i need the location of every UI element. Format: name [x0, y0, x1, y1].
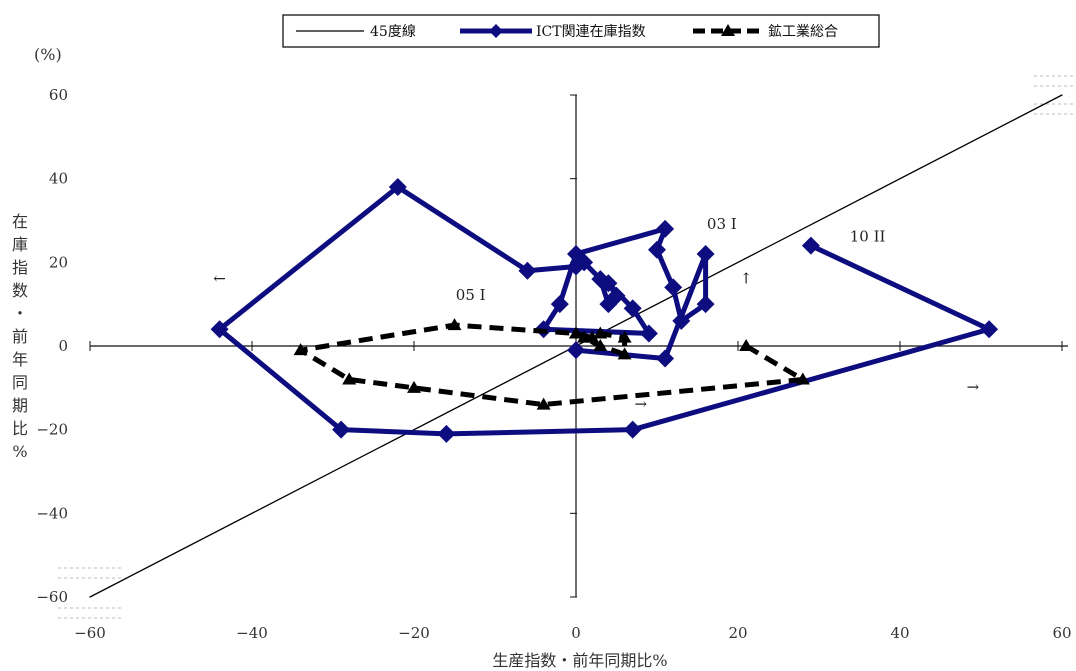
y-tick-label: −40 — [36, 504, 68, 522]
data-point-diamond — [518, 261, 537, 280]
y-tick-label: 40 — [49, 170, 68, 188]
y-axis-title-char: 前 — [12, 327, 28, 346]
data-point-triangle — [407, 380, 421, 393]
data-point-diamond — [664, 278, 683, 297]
legend-diamond-marker — [489, 24, 503, 38]
data-point-triangle — [536, 397, 551, 410]
data-point-triangle — [739, 339, 754, 351]
data-point-diamond — [388, 178, 407, 197]
data-point-diamond — [607, 286, 626, 305]
data-point-diamond — [639, 324, 658, 343]
x-tick-label: −60 — [74, 624, 106, 642]
data-point-diamond — [599, 274, 618, 293]
y-axis-title-char: 同 — [12, 373, 28, 392]
x-axis-title: 生産指数・前年同期比% — [492, 651, 667, 670]
y-axis-title-char: ・ — [12, 304, 28, 323]
data-point-diamond — [623, 420, 642, 439]
x-tick-label: 40 — [890, 624, 909, 642]
legend: 45度線 ICT関連在庫指数 鉱工業総合 — [282, 14, 880, 48]
data-point-diamond — [672, 311, 691, 330]
data-point-diamond — [567, 244, 585, 263]
data-point-diamond — [801, 236, 820, 255]
legend-item-mining: 鉱工業総合 — [693, 23, 838, 40]
legend-item-45deg: 45度線 — [296, 24, 416, 40]
annotation-label: 05 I — [456, 286, 486, 304]
x-tick-label: 60 — [1052, 624, 1071, 642]
data-point-diamond — [980, 320, 999, 339]
corner-marks — [58, 75, 1076, 619]
annotation-label: → — [967, 378, 980, 396]
y-axis-unit: (%) — [34, 45, 62, 64]
data-point-diamond — [656, 219, 675, 238]
data-point-diamond — [696, 295, 715, 314]
y-tick-label: 60 — [49, 86, 68, 104]
y-tick-label: 20 — [49, 253, 68, 271]
data-point-diamond — [437, 424, 456, 443]
annotation-label: ← — [213, 269, 226, 287]
y-axis-title-char: 期 — [12, 396, 28, 415]
data-point-diamond — [696, 244, 715, 263]
legend-label-45deg: 45度線 — [370, 24, 416, 40]
data-point-triangle — [569, 326, 583, 339]
data-point-triangle — [293, 343, 308, 356]
legend-label-ict: ICT関連在庫指数 — [536, 23, 646, 40]
data-point-triangle — [577, 330, 592, 343]
series-1 — [210, 178, 999, 443]
y-tick-label: −60 — [36, 588, 68, 606]
y-axis-title-char: 比 — [12, 419, 28, 438]
y-axis-title-char: 指 — [12, 258, 28, 277]
legend-triangle-marker — [721, 24, 735, 36]
data-point-triangle — [593, 339, 608, 351]
tick-labels: −60 −40 −20 0 20 40 60 −60 −40 −20 0 20 40 60 — [36, 86, 1071, 642]
y-tick-label: −20 — [36, 421, 68, 439]
y-axis-title: 在庫指数・前年同期比% — [12, 212, 28, 461]
series-layer — [89, 94, 1063, 598]
annotation-label: 03 I — [707, 215, 737, 233]
data-point-triangle — [342, 372, 357, 385]
legend-box — [282, 14, 880, 48]
data-point-diamond — [623, 299, 642, 318]
data-point-triangle — [447, 318, 462, 331]
y-axis-title-char: 数 — [12, 281, 28, 300]
annotations: 03 I 10 II 05 I ← ↑ → → — [213, 215, 979, 413]
legend-item-ict: ICT関連在庫指数 — [460, 23, 646, 40]
annotation-label: → — [635, 395, 648, 413]
data-point-diamond — [210, 320, 229, 339]
x-tick-label: 20 — [728, 624, 747, 642]
y-axis-title-char: 在 — [12, 212, 28, 231]
y-axis-title-char: 年 — [12, 350, 28, 369]
data-point-triangle — [795, 372, 810, 385]
annotation-label: 10 II — [850, 227, 886, 245]
data-point-diamond — [550, 295, 569, 314]
y-axis-title-char: 庫 — [12, 235, 28, 254]
annotation-label: ↑ — [740, 269, 753, 287]
series-line-2 — [298, 322, 806, 408]
data-point-triangle — [593, 326, 608, 339]
data-point-diamond — [656, 349, 675, 368]
y-tick-label: 0 — [58, 337, 68, 355]
data-point-diamond — [567, 341, 585, 360]
y-axis-title-char: % — [12, 442, 27, 461]
data-point-diamond — [332, 420, 351, 439]
legend-label-mining: 鉱工業総合 — [768, 23, 838, 40]
data-point-triangle — [617, 347, 632, 360]
x-tick-label: −40 — [236, 624, 268, 642]
series-2 — [293, 318, 810, 410]
x-tick-label: −20 — [398, 624, 430, 642]
data-point-diamond — [648, 240, 666, 259]
x-tick-label: 0 — [571, 624, 581, 642]
data-point-triangle — [617, 330, 632, 343]
